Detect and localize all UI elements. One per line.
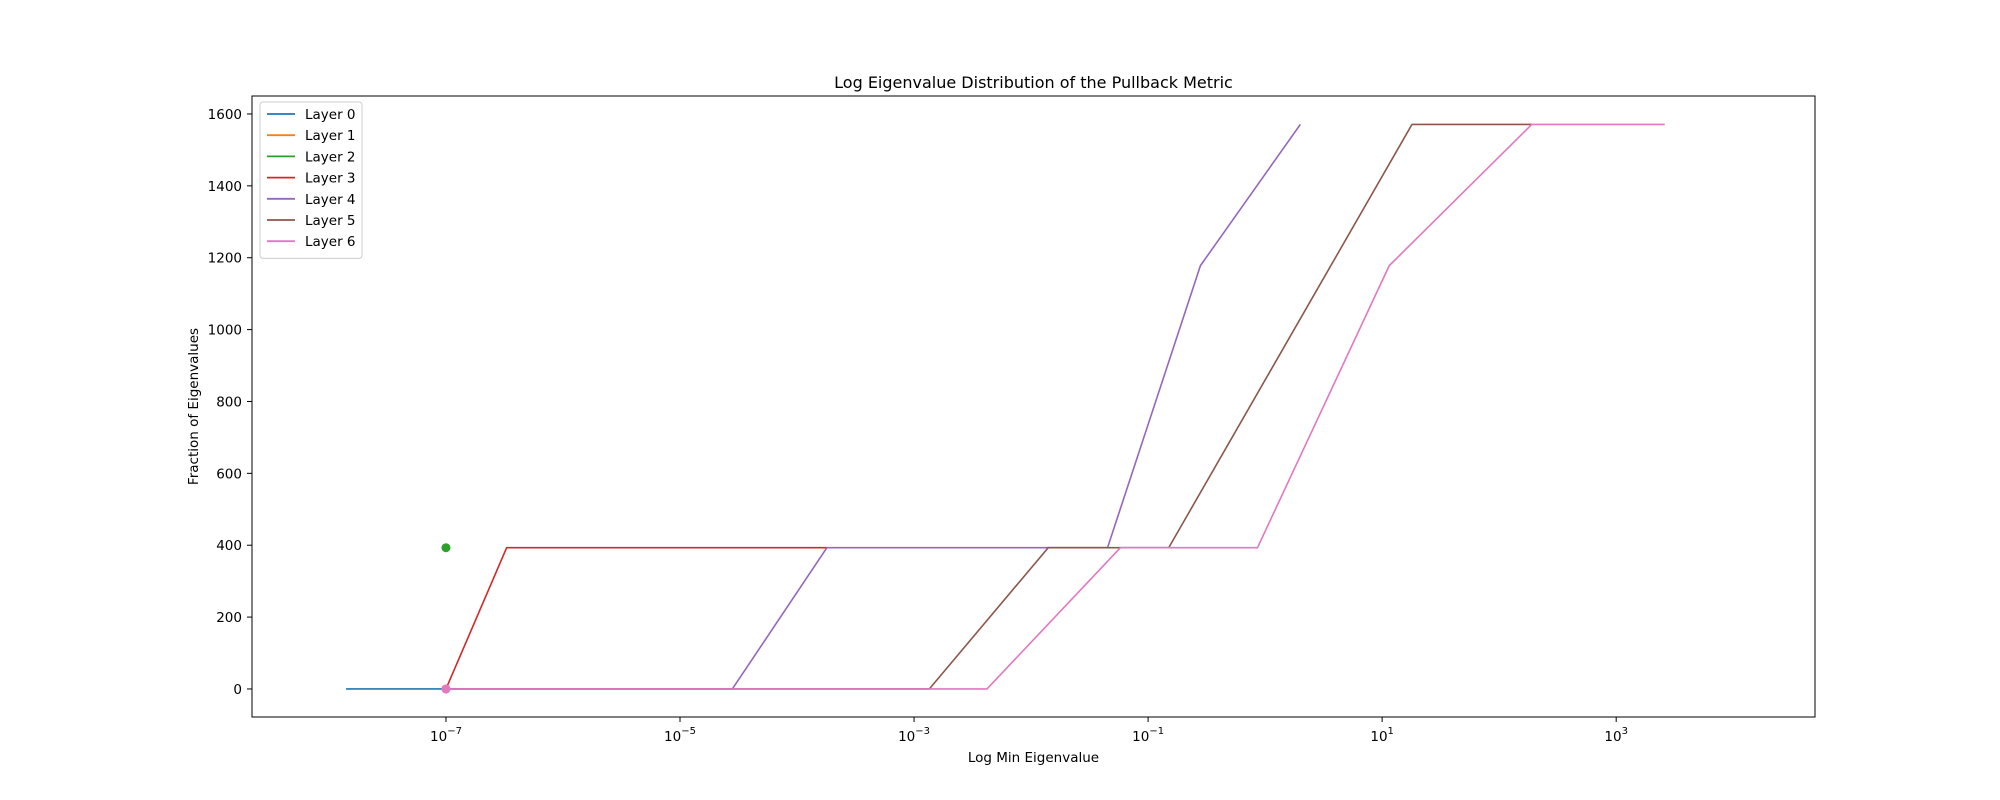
y-tick-label: 200 <box>216 610 242 626</box>
x-axis-label: Log Min Eigenvalue <box>968 750 1099 766</box>
x-tick-label: 10−1 <box>1132 726 1164 745</box>
legend-label-layer-5: Layer 5 <box>305 213 356 229</box>
y-axis-label: Fraction of Eigenvalues <box>186 328 202 485</box>
y-tick-label: 800 <box>216 394 242 410</box>
legend-label-layer-3: Layer 3 <box>305 171 356 187</box>
x-tick-label: 103 <box>1604 726 1628 745</box>
y-tick-label: 1200 <box>208 251 242 267</box>
x-tick-label: 101 <box>1370 726 1394 745</box>
y-tick-label: 1600 <box>208 107 242 123</box>
y-tick-label: 1400 <box>208 179 242 195</box>
y-tick-label: 1000 <box>208 323 242 339</box>
series-line-layer-3 <box>445 546 827 690</box>
legend: Layer 0 Layer 1 Layer 2 Layer 3 Layer 4 Layer… <box>259 101 363 259</box>
series-marker-layer-2 <box>441 543 451 553</box>
series-marker-layer-6 <box>441 684 451 694</box>
x-tick-label: 10−3 <box>898 726 930 745</box>
legend-label-layer-6: Layer 6 <box>305 234 356 250</box>
legend-label-layer-2: Layer 2 <box>305 149 356 165</box>
chart-title: Log Eigenvalue Distribution of the Pullb… <box>834 73 1233 92</box>
plot-lines <box>346 123 1665 694</box>
x-tick-label: 10−7 <box>430 726 462 745</box>
y-tick-label: 600 <box>216 466 242 482</box>
plot-frame <box>251 95 1816 718</box>
legend-label-layer-4: Layer 4 <box>305 192 356 208</box>
y-tick-label: 0 <box>233 682 242 698</box>
series-line-layer-6 <box>445 123 1665 690</box>
legend-label-layer-1: Layer 1 <box>305 128 356 144</box>
x-tick-label: 10−5 <box>664 726 696 745</box>
x-axis: 10−7 10−5 10−3 10−1 101 103 <box>430 717 1628 745</box>
y-axis: 0 200 400 600 800 1000 1200 1400 1600 <box>208 107 252 698</box>
legend-label-layer-0: Layer 0 <box>305 107 356 123</box>
y-tick-label: 400 <box>216 538 242 554</box>
